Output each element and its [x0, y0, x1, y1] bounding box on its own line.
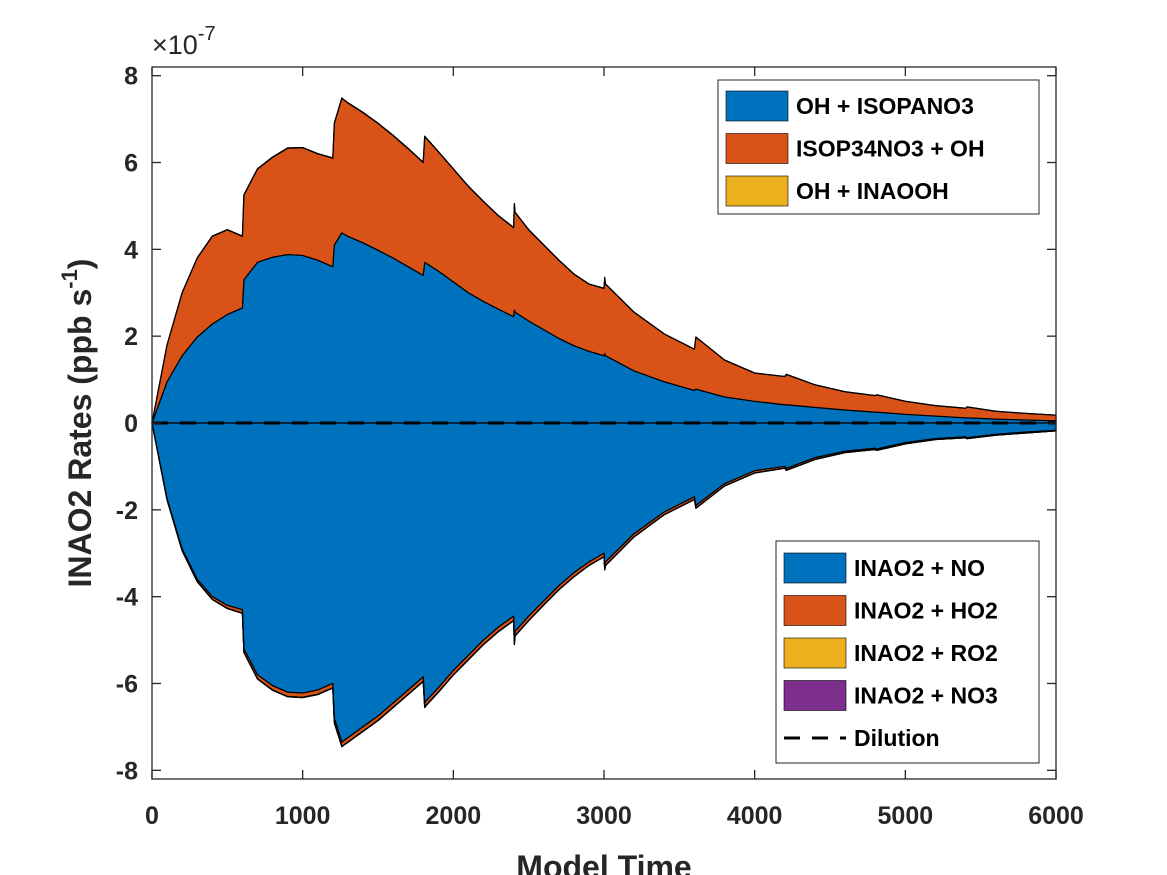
y-tick-label-3: -2	[116, 497, 138, 525]
legend-bottom-swatch-0	[783, 552, 847, 584]
y-tick-label-0: -8	[116, 757, 138, 785]
x-tick-label-3: 3000	[576, 802, 632, 830]
legend-top-swatch-2	[725, 175, 789, 207]
y-tick-label-4: 0	[124, 410, 138, 438]
legend-bottom: INAO2 + NO INAO2 + HO2 INAO2 + RO2 INAO2 + …	[775, 540, 1040, 764]
y-tick-label-5: 2	[124, 323, 138, 351]
legend-bottom-swatch-1	[783, 595, 847, 626]
legend-bottom-label-1: INAO2 + HO2	[854, 598, 998, 624]
y-tick-label-6: 4	[124, 236, 138, 264]
y-tick-label-2: -4	[116, 584, 138, 612]
x-tick-label-1: 1000	[275, 802, 331, 830]
legend-bottom-label-0: INAO2 + NO	[854, 555, 985, 581]
x-tick-label-4: 4000	[727, 802, 783, 830]
x-tick-label-0: 0	[145, 802, 159, 830]
exponent-power: -7	[198, 23, 216, 45]
y-tick-label-8: 8	[124, 63, 138, 91]
legend-top: OH + ISOPANO3 ISOP34NO3 + OH OH + INAOOH	[717, 79, 1040, 215]
y-axis-ticks: -8 -6 -4 -2 0 2 4 6 8	[116, 63, 1056, 785]
x-tick-label-5: 5000	[878, 802, 934, 830]
x-tick-label-2: 2000	[426, 802, 482, 830]
x-axis-label: Model Time	[516, 849, 691, 875]
exponent-label: ×10-7	[152, 23, 216, 60]
legend-bottom-swatch-3	[783, 680, 847, 711]
exponent-base: ×10	[152, 30, 198, 60]
legend-bottom-label-2: INAO2 + RO2	[854, 640, 998, 666]
legend-top-label-0: OH + ISOPANO3	[796, 93, 974, 119]
legend-top-label-2: OH + INAOOH	[796, 178, 949, 204]
legend-bottom-label-3: INAO2 + NO3	[854, 683, 998, 709]
y-tick-label-7: 6	[124, 150, 138, 178]
legend-top-swatch-1	[725, 133, 789, 164]
legend-bottom-swatch-2	[783, 637, 847, 669]
legend-top-label-1: ISOP34NO3 + OH	[796, 136, 985, 162]
y-axis-label-sup: -1	[57, 269, 82, 289]
y-axis-label: INAO2 Rates (ppb s-1)	[57, 259, 98, 588]
legend-top-swatch-0	[725, 90, 789, 122]
x-tick-label-6: 6000	[1028, 802, 1084, 830]
legend-bottom-label-4: Dilution	[854, 725, 940, 751]
y-tick-label-1: -6	[116, 670, 138, 698]
x-axis-ticks: 0 1000 2000 3000 4000 5000 6000	[145, 67, 1084, 830]
